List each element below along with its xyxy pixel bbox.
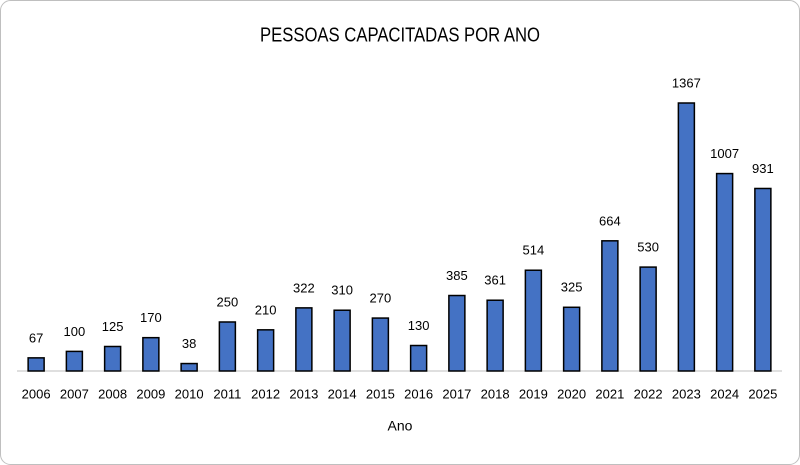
x-tick-label: 2020 (557, 386, 586, 401)
x-tick-label: 2012 (251, 386, 280, 401)
bar (295, 307, 313, 372)
x-tick-label: 2006 (22, 386, 51, 401)
bar (333, 309, 351, 372)
data-label: 125 (102, 319, 124, 334)
data-label: 325 (561, 280, 583, 295)
bar (180, 362, 198, 372)
x-tick-label: 2017 (442, 386, 471, 401)
bar (65, 350, 84, 372)
bar (715, 172, 734, 372)
x-tick-label: 2011 (213, 386, 241, 401)
x-axis-label: Ano (388, 418, 413, 434)
bar (256, 329, 275, 372)
x-tick-label: 2025 (748, 386, 777, 401)
bar (486, 299, 504, 372)
data-label: 38 (182, 336, 196, 351)
data-label: 1007 (710, 146, 739, 161)
bar (103, 345, 122, 372)
x-tick-label: 2009 (136, 386, 165, 401)
bar (677, 102, 696, 372)
x-tick-label: 2010 (175, 386, 204, 401)
bar (218, 321, 237, 372)
data-label: 514 (523, 243, 545, 258)
x-tick-label: 2024 (710, 386, 739, 401)
data-label: 100 (64, 324, 86, 339)
data-label: 210 (255, 302, 277, 317)
bar (754, 187, 772, 372)
data-label: 931 (752, 161, 774, 176)
bar (639, 266, 657, 372)
data-label: 270 (370, 291, 392, 306)
x-tick-label: 2021 (595, 386, 624, 401)
x-tick-label: 2016 (404, 386, 433, 401)
x-tick-label: 2019 (519, 386, 548, 401)
data-label: 530 (637, 240, 659, 255)
data-label: 310 (331, 283, 353, 298)
bar (524, 269, 543, 372)
data-label: 385 (446, 268, 468, 283)
data-label: 250 (217, 294, 239, 309)
data-label: 322 (293, 280, 315, 295)
x-tick-label: 2015 (366, 386, 395, 401)
data-label: 664 (599, 213, 621, 228)
bar (27, 357, 45, 372)
bar (142, 336, 160, 372)
data-label: 170 (140, 310, 162, 325)
data-label: 361 (484, 273, 506, 288)
data-label: 1367 (672, 75, 701, 90)
bar (371, 317, 390, 372)
bar (601, 240, 619, 372)
bar (409, 344, 428, 372)
x-tick-label: 2023 (672, 386, 701, 401)
x-tick-label: 2022 (634, 386, 663, 401)
x-tick-label: 2007 (60, 386, 89, 401)
data-label: 67 (29, 330, 43, 345)
x-tick-label: 2008 (98, 386, 127, 401)
chart-title: PESSOAS CAPACITADAS POR ANO (260, 24, 540, 46)
x-tick-label: 2014 (328, 386, 357, 401)
x-tick-label: 2018 (481, 386, 510, 401)
data-label: 130 (408, 318, 430, 333)
bar (562, 306, 581, 372)
bar (448, 294, 466, 372)
x-tick-label: 2013 (289, 386, 318, 401)
